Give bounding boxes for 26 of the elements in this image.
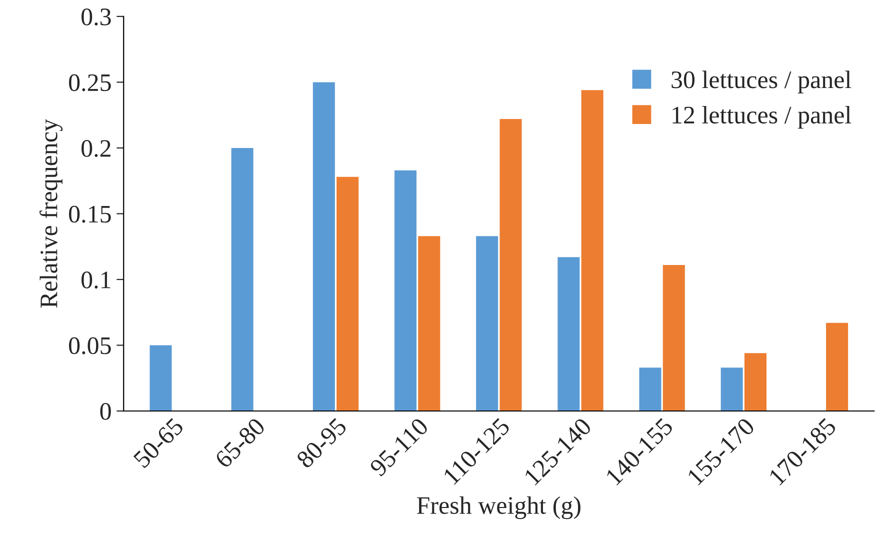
bar [826,322,848,411]
y-tick-label: 0.05 [69,337,111,354]
bar [662,265,685,411]
bar [581,90,604,411]
bar [500,119,522,411]
bar [720,368,743,411]
bar [418,236,440,411]
y-axis-title: Relative frequency [40,119,63,308]
bar [639,368,662,411]
y-tick-label: 0.2 [82,140,110,157]
legend-label: 12 lettuces / panel [672,106,852,129]
bar [231,148,254,411]
legend-label: 30 lettuces / panel [672,70,852,94]
y-tick-label: 0.25 [69,74,111,92]
bar [476,236,498,411]
y-tick-label: 0.1 [82,272,110,289]
y-tick-label: 0.15 [69,206,111,223]
y-tick-label: 0.3 [82,8,111,26]
x-axis-title: Fresh weight (g) [416,496,580,520]
y-tick-label: 0 [100,403,111,420]
bar [336,176,359,411]
bar [312,82,335,411]
bar [150,345,172,411]
bar [558,257,580,411]
bar [744,353,766,411]
bar [394,170,416,411]
